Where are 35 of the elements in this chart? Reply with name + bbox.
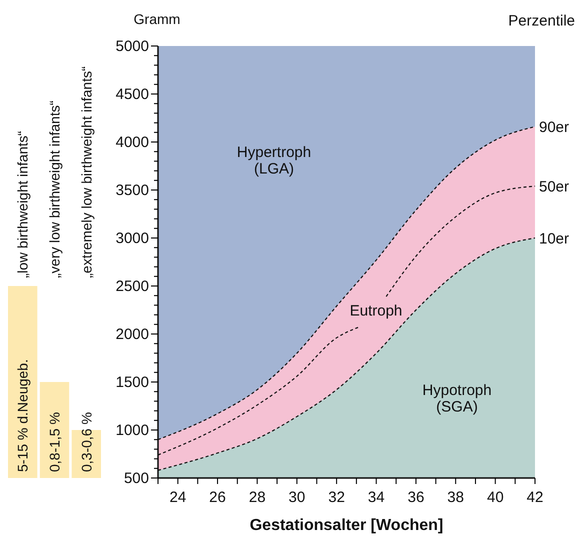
annotation: Eutroph xyxy=(350,302,402,320)
y-tick-label: 1000 xyxy=(116,422,149,439)
x-tick-label: 34 xyxy=(368,489,385,506)
annotation: Hypotroph (SGA) xyxy=(422,382,492,416)
x-tick-label: 36 xyxy=(408,489,424,506)
annotation: Hypertroph (LGA) xyxy=(236,144,312,178)
x-tick-label: 32 xyxy=(328,489,345,506)
x-tick-label: 40 xyxy=(486,489,504,506)
x-tick-label: 26 xyxy=(209,489,226,506)
annotation: 0,3-0,6 % xyxy=(78,412,94,472)
x-tick-label: 24 xyxy=(170,489,186,506)
y-tick-label: 1500 xyxy=(116,374,149,391)
annotation: 5-15 % d.Neugeb. xyxy=(14,359,31,472)
y-tick-label: 5000 xyxy=(116,38,149,55)
x-axis-title: Gestationsalter [Wochen] xyxy=(250,517,444,534)
category-label: „very low birthweight infants“ xyxy=(46,100,62,278)
y-tick-label: 2000 xyxy=(116,326,149,343)
y-tick-label: 3500 xyxy=(116,182,149,199)
y-tick-label: 500 xyxy=(124,470,149,487)
y-tick-label: 4500 xyxy=(116,86,149,103)
category-label: „low birthweight infants“ xyxy=(14,130,31,278)
category-label: „extremely low birthweight infants“ xyxy=(78,66,94,278)
y-tick-label: 2500 xyxy=(116,278,149,295)
y-axis-title: Gramm xyxy=(134,11,180,27)
y-tick-label: 4000 xyxy=(116,134,149,151)
x-tick-label: 30 xyxy=(288,489,306,506)
annotation: 0,8-1,5 % xyxy=(46,412,62,472)
series-label: 10er xyxy=(539,230,570,248)
x-tick-label: 38 xyxy=(447,489,464,506)
series-label: 90er xyxy=(539,118,570,136)
x-tick-label: 42 xyxy=(526,489,544,506)
series-label: 50er xyxy=(539,178,570,196)
y-tick-label: 3000 xyxy=(116,230,149,247)
x-tick-label: 28 xyxy=(248,489,266,506)
text: Perzentile xyxy=(508,12,575,30)
